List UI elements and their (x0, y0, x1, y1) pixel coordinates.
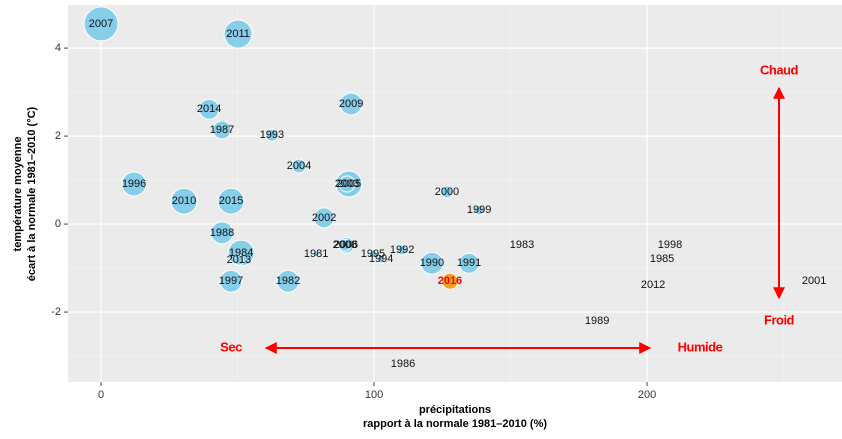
point-label: 2003 (335, 178, 359, 190)
bubble (276, 269, 300, 293)
x-axis-title: précipitations (419, 404, 491, 416)
bubble (291, 158, 307, 174)
point-label: 2008 (333, 239, 357, 251)
bubble (210, 221, 234, 245)
point-label: 2004 (287, 160, 311, 172)
point-label: 2012 (641, 279, 665, 291)
point-label: 1996 (122, 178, 146, 190)
bubble (595, 319, 599, 323)
point-label: 1993 (260, 129, 284, 141)
point-label: 2011 (226, 28, 250, 40)
bubble (441, 272, 459, 290)
annotation: Sec (220, 339, 242, 354)
point-label: 2001 (802, 275, 826, 287)
bubble (376, 254, 386, 264)
bubble (83, 6, 119, 42)
x-axis-title: rapport à la normale 1981–2010 (%) (363, 418, 547, 430)
bubble (170, 187, 198, 215)
point-label: 2013 (227, 254, 251, 266)
point-label: 1994 (369, 253, 393, 265)
point-label: 1992 (390, 244, 414, 256)
y-tick-label: 2 (55, 130, 61, 142)
bubble (338, 238, 352, 252)
y-axis-title: température moyenne (12, 137, 24, 252)
annotation: Froid (764, 312, 795, 327)
y-tick-label: 0 (55, 218, 61, 230)
bubble (520, 243, 524, 247)
point-label: 1984 (229, 247, 253, 259)
point-label: 1995 (361, 248, 385, 260)
panel (68, 5, 842, 382)
bubble (223, 19, 253, 49)
bubble (312, 250, 320, 258)
annotation: Humide (678, 339, 723, 354)
point-label: 2010 (172, 195, 196, 207)
x-tick-label: 100 (365, 389, 383, 401)
bubble (473, 204, 485, 216)
point-label: 1991 (457, 257, 481, 269)
point-label: 1983 (510, 239, 534, 251)
point-label: 1981 (304, 248, 328, 260)
bubble (233, 254, 245, 266)
x-tick-label: 200 (638, 389, 656, 401)
point-label: 1988 (210, 227, 234, 239)
point-label: 2014 (197, 103, 221, 115)
bubble (212, 120, 232, 140)
bubble (121, 171, 147, 197)
x-tick-label: 0 (98, 389, 104, 401)
point-label: 1990 (420, 257, 444, 269)
bubble (440, 185, 454, 199)
bubble (420, 251, 444, 275)
point-label: 2015 (219, 195, 243, 207)
point-label: 1985 (650, 253, 674, 265)
point-label: 1989 (585, 315, 609, 327)
point-label: 2006 (334, 239, 358, 251)
bubble (812, 279, 816, 283)
point-label: 2005 (337, 178, 361, 190)
bubble (339, 92, 363, 116)
bubble (659, 256, 665, 262)
bubble (458, 252, 480, 274)
point-label: 1982 (276, 275, 300, 287)
y-tick-label: -2 (51, 306, 61, 318)
y-axis-title: écart à la normale 1981–2010 (°C) (26, 106, 38, 281)
bubble (313, 207, 335, 229)
bubble (668, 243, 672, 247)
point-label: 1986 (391, 358, 415, 370)
point-label: 2002 (312, 212, 336, 224)
bubble (198, 98, 220, 120)
bubble (217, 187, 245, 215)
bubble (368, 249, 378, 259)
point-label: 1999 (467, 204, 491, 216)
bubble (650, 282, 656, 288)
y-tick-label: 4 (55, 42, 61, 54)
point-label: 1998 (658, 239, 682, 251)
bubble (396, 244, 408, 256)
bubble (265, 128, 279, 142)
point-label: 1997 (219, 275, 243, 287)
point-label: 2016 (438, 275, 462, 287)
point-label: 2009 (339, 98, 363, 110)
bubble (219, 269, 243, 293)
point-label: 2000 (435, 186, 459, 198)
point-label: 2007 (89, 18, 113, 30)
bubble (338, 175, 356, 193)
bubble (401, 362, 405, 366)
annotation: Chaud (760, 62, 799, 77)
point-label: 1987 (210, 124, 234, 136)
